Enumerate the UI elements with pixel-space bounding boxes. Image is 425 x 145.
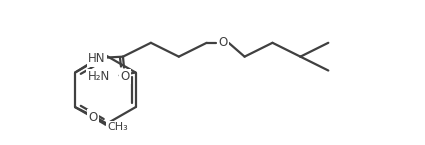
- Text: H₂N: H₂N: [88, 70, 110, 83]
- Text: O: O: [88, 111, 98, 124]
- Text: HN: HN: [88, 52, 106, 65]
- Text: CH₃: CH₃: [108, 122, 128, 132]
- Text: O: O: [218, 36, 227, 49]
- Text: O: O: [120, 70, 130, 83]
